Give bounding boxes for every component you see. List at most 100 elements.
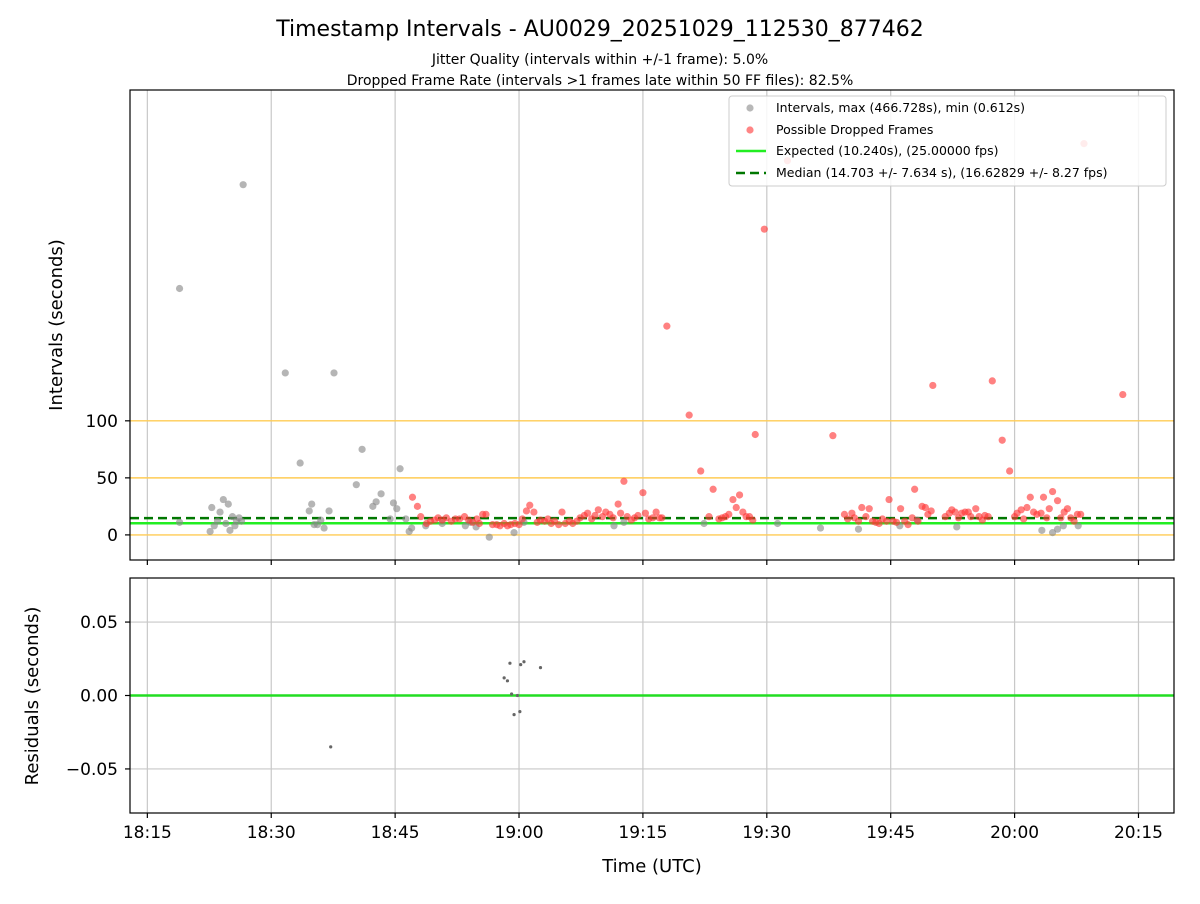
- dropped-frame-point: [639, 489, 647, 497]
- legend-marker-intervals: [746, 104, 754, 112]
- dropped-frame-point: [725, 510, 733, 518]
- dropped-frame-point: [614, 500, 622, 508]
- top-threshold-lines: [130, 420, 1174, 536]
- interval-point: [213, 517, 222, 525]
- x-tick-label: 18:15: [123, 823, 172, 843]
- interval-point: [393, 505, 401, 513]
- bottom-y-tick-label: 0.00: [80, 687, 118, 707]
- dropped-frame-point: [652, 508, 660, 516]
- dropped-frame-point: [854, 517, 863, 525]
- bottom-y-axis-label: Residuals (seconds): [22, 607, 43, 786]
- interval-point: [372, 498, 380, 506]
- chart-subtitle-dropped: Dropped Frame Rate (intervals >1 frames …: [347, 73, 854, 89]
- interval-point: [510, 529, 518, 537]
- dropped-frame-point: [751, 430, 759, 439]
- interval-point: [408, 524, 416, 532]
- dropped-frame-point: [522, 507, 531, 515]
- interval-point: [396, 465, 404, 473]
- interval-point: [222, 519, 230, 528]
- dropped-frame-point: [951, 508, 959, 516]
- interval-point: [224, 500, 232, 508]
- interval-point: [352, 481, 360, 489]
- dropped-frame-point: [921, 503, 929, 512]
- interval-point: [389, 499, 398, 507]
- dropped-frame-point: [749, 516, 757, 524]
- interval-point: [226, 526, 234, 534]
- x-tick-label: 18:30: [247, 823, 296, 843]
- dropped-frame-point: [1037, 509, 1045, 517]
- dropped-frame-point: [555, 521, 563, 529]
- interval-point: [358, 445, 366, 453]
- residual-point: [518, 710, 522, 714]
- dropped-frame-point: [482, 510, 490, 518]
- dropped-frame-point: [475, 519, 483, 528]
- top-y-tick-label: 0: [107, 526, 118, 546]
- dropped-frame-point: [620, 477, 628, 485]
- dropped-frame-point: [1119, 390, 1127, 399]
- dropped-frame-point: [1020, 515, 1028, 523]
- dropped-frame-point: [735, 491, 744, 499]
- interval-point: [305, 507, 313, 515]
- residual-point: [522, 660, 526, 664]
- bottom-y-tick-label: 0.05: [80, 613, 118, 633]
- residual-point: [508, 661, 512, 665]
- dropped-frame-point: [413, 502, 422, 510]
- legend-label-median: Median (14.703 +/- 7.634 s), (16.62829 +…: [776, 165, 1107, 180]
- interval-point: [308, 500, 316, 508]
- residual-point: [329, 745, 333, 749]
- bottom-y-tick-label: −0.05: [66, 760, 118, 780]
- interval-point: [219, 495, 227, 504]
- dropped-frame-point: [882, 517, 891, 525]
- dropped-frame-point: [829, 432, 837, 440]
- dropped-frame-point: [594, 506, 602, 514]
- x-tick-label: 18:45: [371, 823, 420, 843]
- top-y-axis-label: Intervals (seconds): [46, 239, 67, 411]
- top-x-ticks: [146, 560, 1140, 565]
- dropped-frame-point: [583, 509, 592, 517]
- interval-point: [175, 284, 184, 293]
- legend-marker-dropped: [746, 126, 754, 134]
- dropped-frame-point: [1045, 505, 1053, 513]
- interval-point: [1053, 525, 1062, 533]
- dropped-frame-point: [1017, 506, 1025, 514]
- interval-point: [1038, 526, 1046, 534]
- interval-point: [402, 515, 410, 523]
- residual-point: [505, 679, 510, 683]
- interval-point: [228, 513, 237, 521]
- legend: Intervals, max (466.728s), min (0.612s) …: [728, 95, 1167, 187]
- interval-point: [620, 518, 628, 526]
- dropped-frame-point: [609, 514, 617, 522]
- x-tick-label: 19:30: [742, 823, 791, 843]
- dropped-frame-point: [1039, 493, 1048, 501]
- interval-point: [281, 369, 289, 377]
- x-tick-label: 19:00: [495, 823, 544, 843]
- interval-point: [296, 459, 304, 467]
- dropped-frame-point: [1026, 493, 1034, 501]
- dropped-frame-point: [530, 508, 538, 516]
- residual-point: [512, 712, 516, 717]
- bottom-scatter-points: [329, 660, 543, 749]
- legend-label-intervals: Intervals, max (466.728s), min (0.612s): [776, 100, 1025, 115]
- dropped-frame-point: [663, 322, 671, 330]
- dropped-frame-point: [862, 513, 870, 521]
- residual-point: [502, 676, 506, 680]
- interval-point: [239, 181, 247, 189]
- dropped-frame-point: [892, 518, 901, 526]
- dropped-frame-point: [1006, 467, 1014, 475]
- dropped-frame-point: [705, 513, 713, 521]
- dropped-frame-point: [904, 521, 912, 529]
- dropped-frame-point: [1053, 497, 1062, 505]
- dropped-frame-point: [967, 513, 975, 521]
- dropped-frame-point: [685, 411, 693, 419]
- dropped-frame-point: [760, 225, 768, 233]
- bottom-x-ticks: 18:15 18:30 18:45 19:00 19:15 19:30 19:45 20:00…: [123, 813, 1163, 843]
- dropped-frame-point: [709, 485, 717, 493]
- dropped-frame-point: [998, 436, 1006, 444]
- interval-point: [317, 516, 325, 524]
- dropped-frame-point: [984, 513, 992, 521]
- interval-point: [1059, 522, 1067, 530]
- chart-title: Timestamp Intervals - AU0029_20251029_11…: [275, 17, 924, 42]
- x-tick-label: 19:45: [866, 823, 915, 843]
- dropped-frame-point: [697, 467, 705, 475]
- interval-point: [1074, 522, 1082, 530]
